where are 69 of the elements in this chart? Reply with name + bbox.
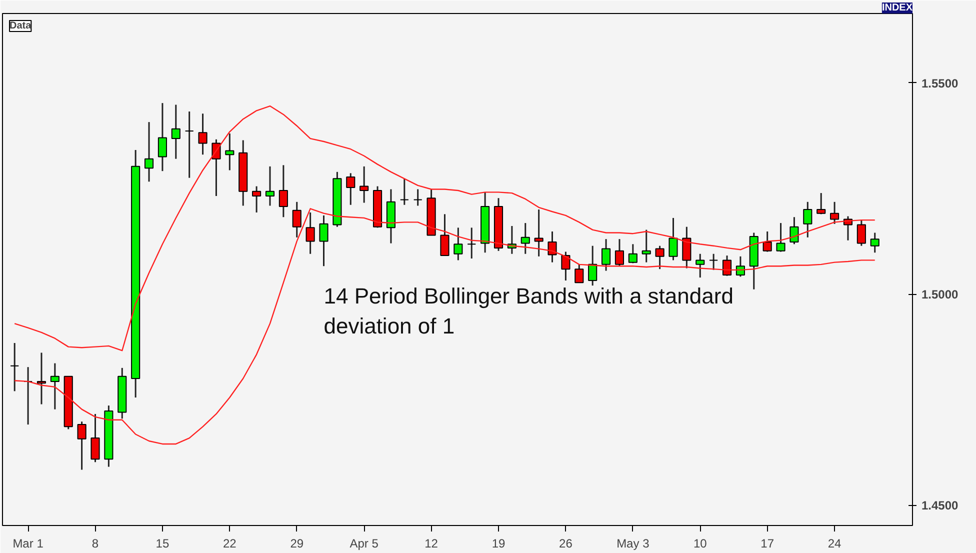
annotation: 14 Period Bollinger Bands with a standard deviation of 1 [324, 284, 734, 339]
candlestick [534, 208, 544, 258]
x-tick-label: 17 [760, 536, 774, 550]
candlestick [776, 222, 786, 253]
candlestick [306, 212, 315, 255]
candlestick [574, 264, 584, 284]
candlestick [252, 186, 262, 214]
candlestick [762, 230, 772, 253]
candlestick [360, 166, 369, 204]
candlestick [346, 172, 356, 206]
x-tick-label: Mar 1 [12, 536, 44, 550]
candlestick [642, 229, 651, 264]
line-series [14, 105, 876, 352]
x-tick-label: 8 [92, 536, 99, 550]
candlestick [225, 132, 234, 171]
y-tick-label: 1.5500 [922, 76, 959, 90]
line-series [14, 208, 876, 445]
candlestick [50, 362, 60, 410]
candlestick [816, 192, 826, 215]
candlestick [158, 102, 167, 172]
text: INDEX [882, 2, 913, 14]
candlestick [790, 216, 799, 245]
candlestick [520, 222, 530, 255]
x-tick-label: 15 [156, 536, 170, 550]
candlestick [36, 352, 46, 406]
x-tick-label: Apr 5 [350, 536, 379, 550]
candlestick [440, 213, 450, 256]
candlestick [144, 121, 154, 182]
candlestick [588, 245, 598, 286]
candlestick [184, 110, 194, 179]
x-tick-label: 24 [828, 536, 842, 550]
candlestick [628, 243, 638, 264]
candlestick [467, 226, 476, 260]
candlestick [655, 245, 664, 270]
candlestick [413, 188, 422, 206]
candlestick [709, 253, 718, 271]
y-tick-label: 1.4500 [922, 498, 959, 513]
candlestick [454, 226, 463, 261]
candlestick [668, 217, 678, 261]
x-tick-label: May 3 [616, 536, 650, 550]
candlestick [696, 253, 705, 278]
candlestick [292, 201, 302, 238]
candlestick [171, 104, 180, 160]
candlestick [265, 166, 275, 206]
candlestick [682, 226, 692, 269]
candlestick [278, 164, 288, 218]
candlestick [722, 254, 732, 277]
candlestick [400, 178, 409, 206]
y-tick-label: 1.5000 [922, 288, 959, 302]
candlestick [548, 230, 557, 264]
candlestick [198, 112, 208, 156]
candlestick [212, 138, 221, 197]
x-tick-label: 10 [693, 536, 708, 550]
candlestick [90, 413, 100, 463]
candlestick [614, 238, 624, 267]
candlestick [856, 219, 866, 247]
candlestick [319, 214, 328, 267]
candlestick [10, 342, 20, 392]
x-tick-label: 22 [222, 536, 237, 550]
candlestick [602, 238, 611, 272]
candlestick [561, 251, 570, 282]
x-tick-label: 26 [559, 536, 573, 550]
x-tick-label: 29 [290, 536, 304, 550]
candlestick [870, 232, 880, 254]
candlestick [830, 201, 840, 225]
x-tick-label: 19 [492, 536, 506, 550]
candlestick [803, 201, 812, 238]
candlestick [77, 420, 86, 470]
x-tick-label: 12 [424, 536, 438, 550]
